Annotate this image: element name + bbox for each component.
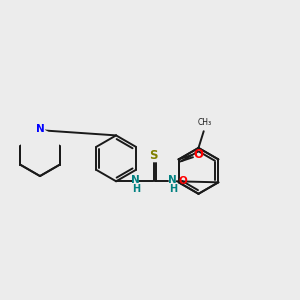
Text: N: N (130, 175, 139, 185)
Text: H: H (132, 184, 140, 194)
Text: H: H (169, 184, 178, 194)
Text: N: N (36, 124, 44, 134)
Text: O: O (178, 176, 187, 186)
Text: S: S (149, 149, 158, 162)
Text: N: N (168, 175, 177, 185)
Text: O: O (194, 148, 203, 161)
Text: CH₃: CH₃ (198, 118, 212, 127)
Text: N: N (36, 124, 44, 134)
